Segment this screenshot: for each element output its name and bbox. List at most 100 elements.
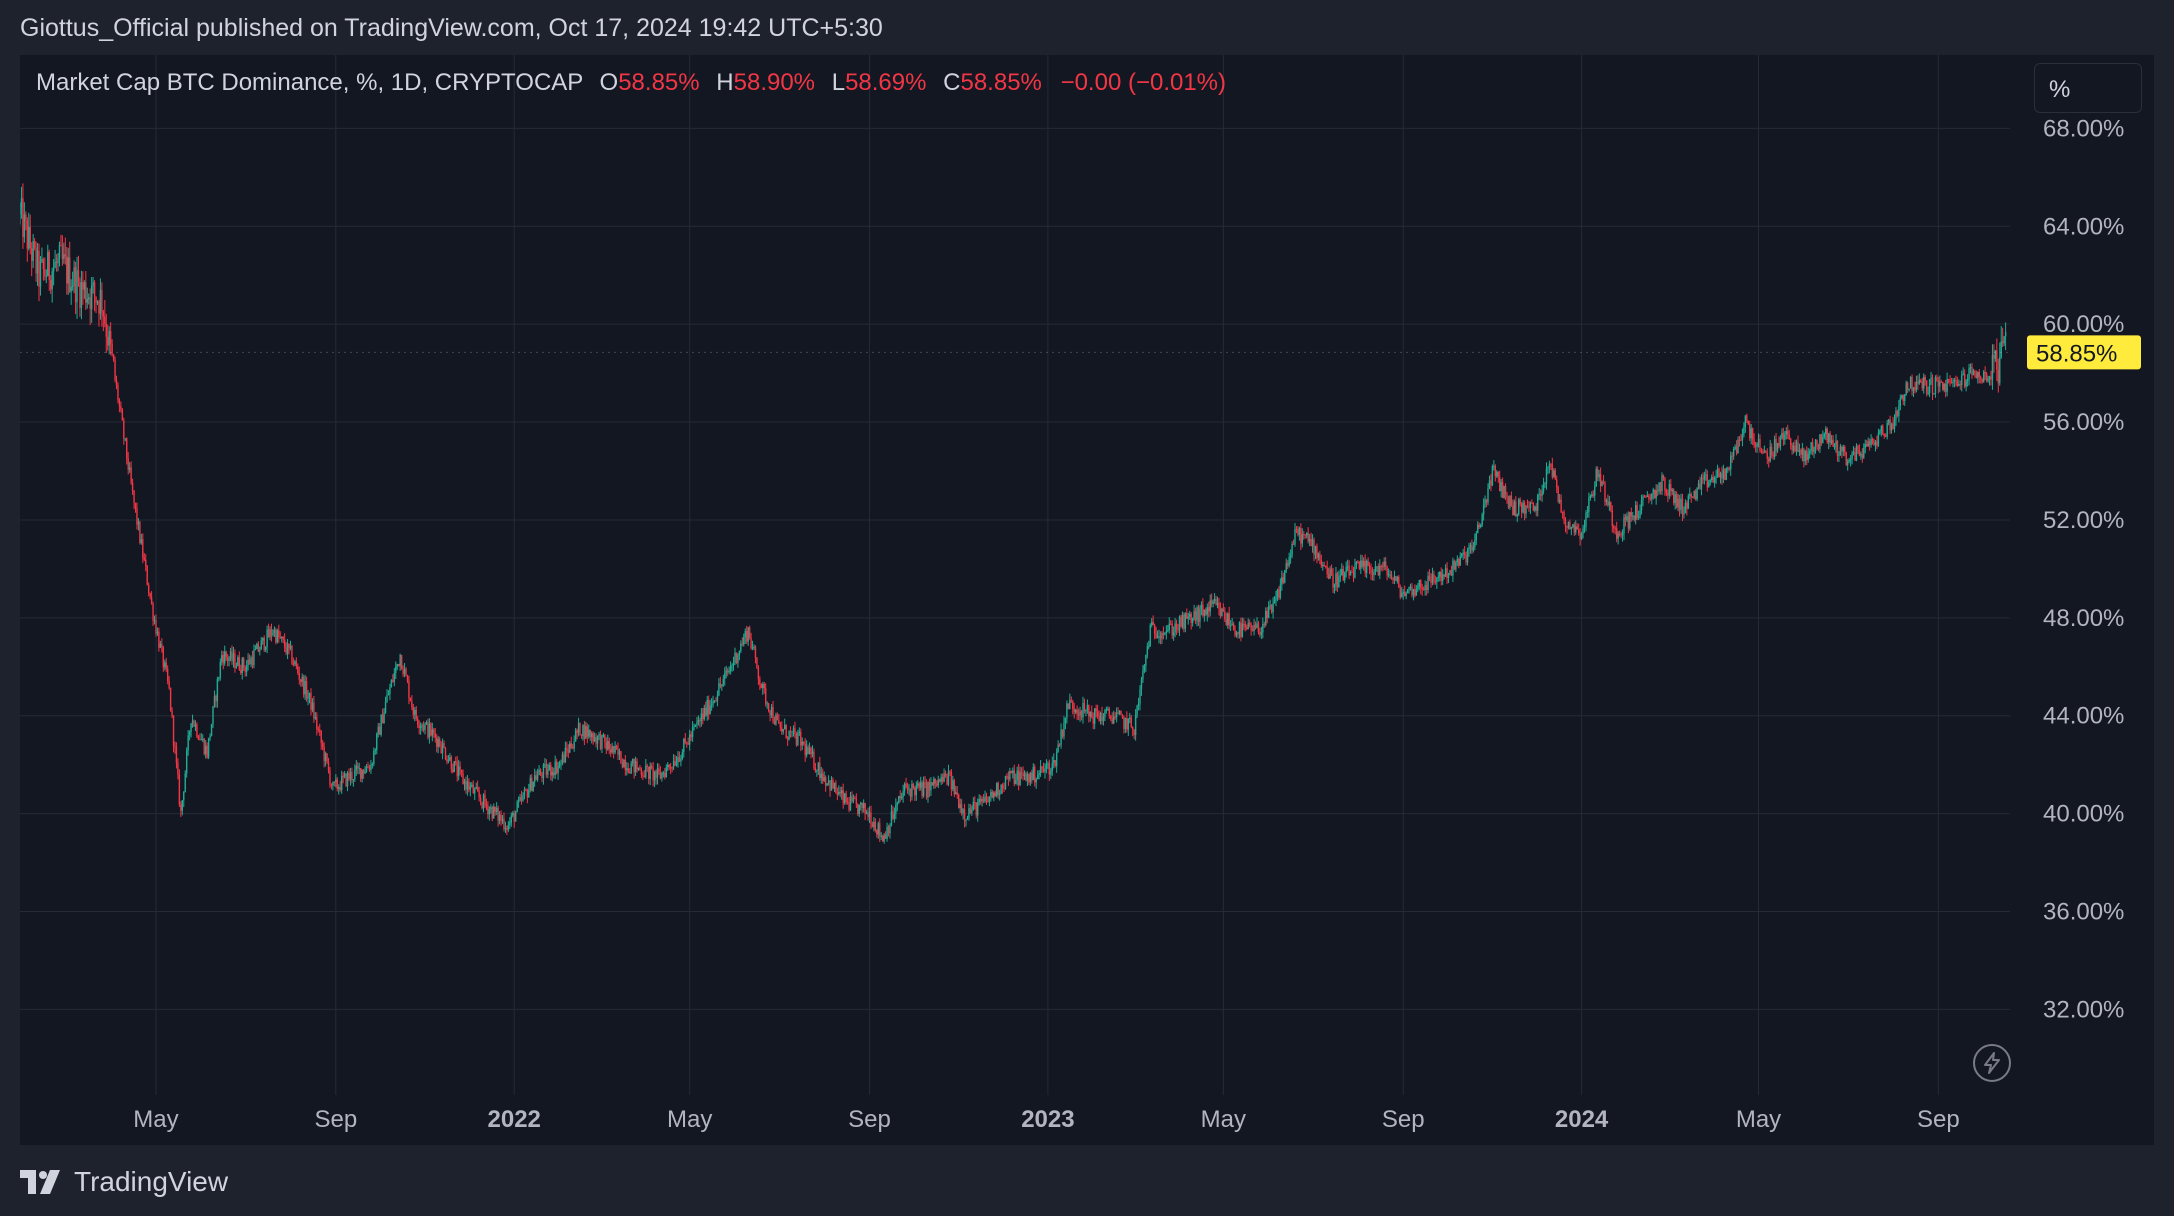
candle-body-down bbox=[1471, 545, 1473, 551]
candle-body-up bbox=[1732, 449, 1735, 457]
candle-body-down bbox=[586, 726, 589, 737]
candle-body-down bbox=[1772, 454, 1774, 457]
candle-body-up bbox=[286, 643, 289, 654]
candle-body-up bbox=[843, 793, 846, 804]
candle-body-down bbox=[1614, 527, 1616, 529]
candle-body-down bbox=[1219, 609, 1222, 616]
candle-body-down bbox=[1659, 482, 1662, 492]
percent-scale-button[interactable]: % bbox=[2034, 63, 2142, 113]
candle-body-down bbox=[1563, 512, 1565, 521]
candle-body-up bbox=[1136, 705, 1138, 716]
candle-body-down bbox=[1610, 501, 1612, 510]
symbol-title[interactable]: Market Cap BTC Dominance, %, 1D, CRYPTOC… bbox=[36, 69, 583, 96]
price-chart[interactable]: 68.00% 64.00% 60.00% 56.00% 52.00% 48.00% 44.0… bbox=[20, 55, 2154, 1145]
candle-body-down bbox=[1320, 560, 1323, 566]
candle-body-up bbox=[1389, 574, 1391, 576]
candle-body-down bbox=[30, 248, 33, 261]
candle-body-down bbox=[1414, 589, 1416, 596]
candle-body-down bbox=[161, 643, 163, 648]
candle-body-down bbox=[295, 661, 298, 667]
candle-body-up bbox=[1943, 383, 1945, 390]
candle-body-down bbox=[786, 737, 789, 740]
candle-body-down bbox=[1390, 574, 1393, 579]
candle-body-up bbox=[675, 762, 678, 766]
candle-body-up bbox=[191, 720, 194, 724]
time-axis[interactable]: May Sep 2022 May Sep 2023 May Sep 2024 May Sep bbox=[133, 1106, 1959, 1133]
candle-body-down bbox=[934, 778, 937, 784]
candle-body-up bbox=[1333, 584, 1336, 588]
candle-body-up bbox=[1847, 461, 1849, 465]
candle-body-up bbox=[1773, 439, 1776, 457]
candle-body-up bbox=[712, 701, 714, 705]
candle-body-up bbox=[1099, 713, 1102, 721]
x-tick-label: May bbox=[1736, 1106, 1781, 1133]
candle-body-up bbox=[1860, 453, 1862, 456]
candle-body-up bbox=[254, 649, 257, 651]
candle-body-up bbox=[523, 789, 526, 796]
candle-body-down bbox=[74, 267, 77, 303]
candle-body-up bbox=[1547, 467, 1549, 469]
candle-body-down bbox=[608, 741, 610, 750]
candle-body-up bbox=[1621, 533, 1624, 536]
candle-body-up bbox=[551, 771, 553, 776]
candle-body-down bbox=[1152, 622, 1154, 626]
candle-body-up bbox=[697, 720, 700, 723]
lightning-bolt-icon[interactable] bbox=[1973, 1044, 2011, 1082]
candle-body-up bbox=[1572, 524, 1574, 528]
candle-body-down bbox=[1735, 446, 1738, 453]
candle-body-down bbox=[362, 769, 365, 774]
candle-body-down bbox=[1303, 534, 1305, 536]
candle-body-down bbox=[1557, 487, 1559, 502]
candle-body-up bbox=[1288, 557, 1290, 566]
candle-body-up bbox=[1156, 636, 1159, 638]
candle-body-down bbox=[1803, 448, 1805, 462]
tradingview-logo[interactable]: TradingView bbox=[20, 1166, 228, 1198]
candle-body-down bbox=[1832, 439, 1834, 447]
candle-body-up bbox=[1927, 392, 1929, 394]
candle-body-up bbox=[1757, 439, 1760, 443]
candle-body-up bbox=[237, 657, 239, 666]
candle-body-up bbox=[770, 706, 773, 716]
candle-body-down bbox=[1222, 608, 1225, 612]
candle-body-up bbox=[457, 766, 460, 777]
candle-body-down bbox=[1686, 503, 1688, 509]
candle-body-down bbox=[1768, 458, 1770, 462]
candle-body-down bbox=[244, 668, 246, 672]
candle-body-down bbox=[1034, 766, 1036, 783]
candle-body-up bbox=[260, 640, 262, 650]
candle-body-down bbox=[589, 729, 591, 738]
candle-body-up bbox=[311, 702, 314, 710]
chart-pane[interactable]: 68.00% 64.00% 60.00% 56.00% 52.00% 48.00% 44.0… bbox=[20, 55, 2154, 1145]
candle-body-down bbox=[1937, 380, 1940, 387]
candle-body-down bbox=[1718, 468, 1720, 478]
candle-body-down bbox=[924, 782, 926, 784]
candle-body-up bbox=[1887, 419, 1890, 424]
candle-body-down bbox=[699, 720, 701, 722]
candle-body-down bbox=[408, 681, 410, 698]
candle-body-down bbox=[1297, 529, 1299, 535]
candle-body-down bbox=[726, 670, 729, 673]
candle-body-down bbox=[1180, 616, 1182, 627]
candle-body-up bbox=[1838, 454, 1840, 456]
candle-body-down bbox=[1384, 561, 1387, 567]
candle-body-up bbox=[1373, 571, 1375, 575]
candle-body-down bbox=[1981, 378, 1983, 383]
candle-body-down bbox=[1882, 425, 1884, 435]
candle-body-up bbox=[883, 834, 885, 842]
candle-body-down bbox=[1643, 496, 1646, 498]
candle-body-down bbox=[1510, 495, 1513, 506]
candle-body-up bbox=[28, 226, 30, 249]
candle-body-down bbox=[1944, 383, 1947, 392]
candle-body-down bbox=[918, 783, 920, 788]
candle-body-up bbox=[301, 676, 303, 682]
candle-body-down bbox=[1133, 729, 1135, 736]
candle-body-up bbox=[1684, 503, 1687, 514]
candle-body-down bbox=[1434, 581, 1437, 583]
candle-body-down bbox=[839, 791, 841, 794]
candle-body-down bbox=[240, 669, 242, 673]
price-axis[interactable]: 68.00% 64.00% 60.00% 56.00% 52.00% 48.00% 44.0… bbox=[2043, 115, 2124, 1023]
candle-body-up bbox=[1196, 607, 1198, 621]
candle-body-down bbox=[1096, 711, 1099, 717]
candle-body-down bbox=[1836, 440, 1839, 456]
candle-body-down bbox=[914, 788, 916, 796]
